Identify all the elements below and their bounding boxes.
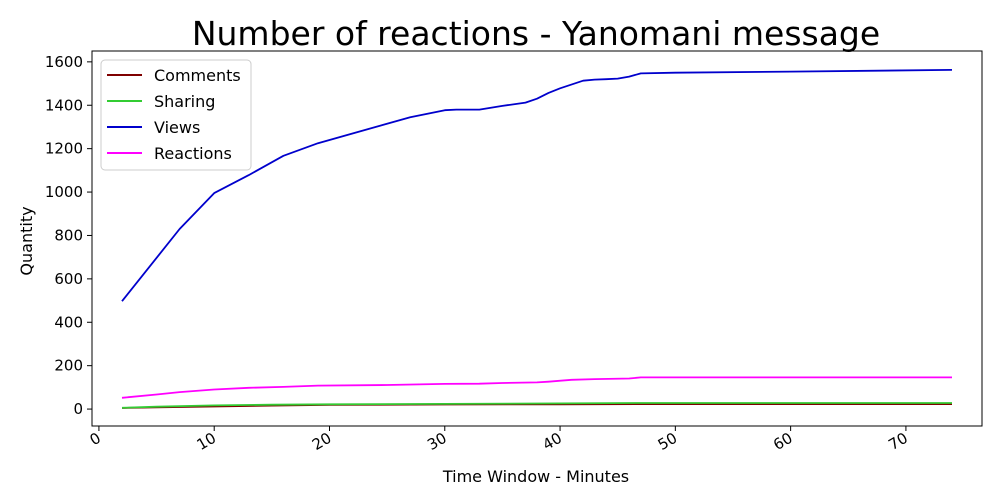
y-tick-label: 600 [54,270,83,288]
y-tick-label: 0 [73,400,83,418]
legend-label-sharing: Sharing [154,92,215,111]
legend-label-comments: Comments [154,66,241,85]
x-tick-label: 20 [309,429,335,454]
legend-label-views: Views [154,118,200,137]
x-tick-label: 50 [655,429,681,454]
y-tick-label: 1200 [45,140,83,158]
chart-title: Number of reactions - Yanomani message [192,14,880,53]
x-tick-label: 10 [194,429,220,454]
y-tick-label: 200 [54,357,83,375]
series-layer [121,69,953,409]
x-tick-label: 0 [87,429,104,449]
y-tick-label: 1000 [45,183,83,201]
x-tick-label: 70 [885,429,911,454]
y-tick-label: 1400 [45,96,83,114]
y-tick-label: 400 [54,313,83,331]
plot-frame [91,50,983,427]
series-line-sharing [121,402,952,409]
y-tick-label: 800 [54,226,83,244]
y-axis-title: Quantity [17,206,36,275]
legend-label-reactions: Reactions [154,144,232,163]
series-line-reactions [121,376,952,399]
x-tick-label: 30 [424,429,450,454]
y-axis: 0 200 400 600 800 1000 1200 1400 1600 [45,53,92,418]
x-tick-label: 40 [540,429,566,454]
x-axis: 0 10 20 30 40 50 60 70 [87,426,911,454]
y-tick-label: 1600 [45,53,83,71]
x-axis-title: Time Window - Minutes [442,467,629,486]
x-tick-label: 60 [770,429,796,454]
series-line-views [121,69,953,302]
legend: Comments Sharing Views Reactions [100,59,252,171]
legend-box [100,59,252,171]
